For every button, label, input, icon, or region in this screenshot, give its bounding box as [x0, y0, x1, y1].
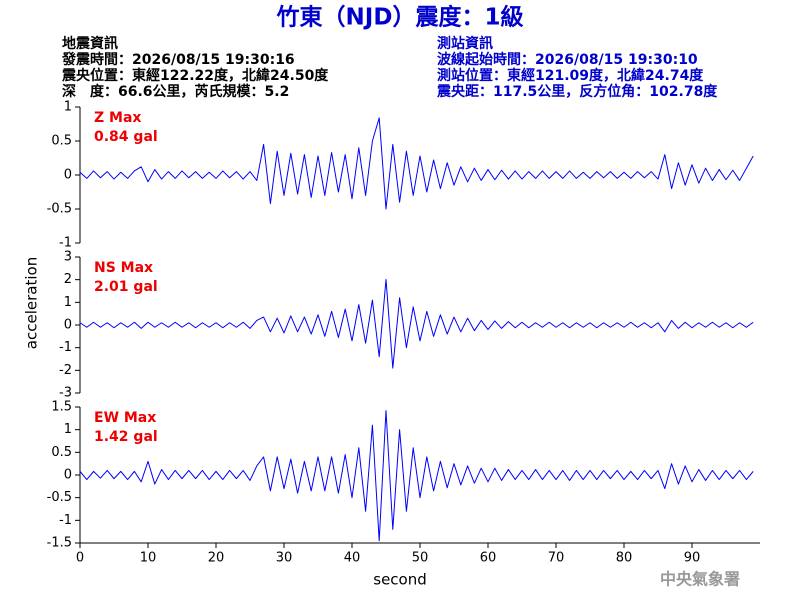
x-tick-label: 90 — [684, 551, 701, 566]
y-axis-label: acceleration — [23, 257, 41, 349]
quake-info: 深 度：66.6公里，芮氏規模：5.2 — [62, 83, 289, 100]
quake-info: 發震時間：2026/08/15 19:30:16 — [61, 51, 295, 68]
legend-label: NS Max — [94, 260, 153, 276]
station-info: 波線起始時間：2026/08/15 19:30:10 — [437, 51, 698, 68]
max-annotation: 0.84 gal — [94, 129, 158, 145]
title: 竹東（NJD）震度：1級 — [276, 4, 524, 31]
y-tick-label: -3 — [59, 386, 72, 401]
waveform — [79, 410, 754, 542]
y-tick-label: -1 — [59, 513, 72, 528]
x-tick-label: 70 — [548, 551, 565, 566]
legend-label: Z Max — [94, 110, 141, 126]
x-axis-label: second — [373, 571, 427, 589]
station-info: 震央距：117.5公里，反方位角：102.78度 — [436, 83, 718, 100]
station-info: 測站位置：東經121.09度，北緯24.74度 — [437, 67, 704, 84]
y-tick-label: -1 — [59, 236, 72, 251]
x-tick-label: 30 — [276, 551, 293, 566]
x-tick-label: 0 — [76, 551, 84, 566]
station-info: 測站資訊 — [437, 35, 493, 52]
y-tick-label: 1 — [64, 100, 72, 115]
y-tick-label: 1.5 — [51, 400, 72, 415]
y-tick-label: 0.5 — [51, 445, 72, 460]
y-tick-label: -1 — [59, 340, 72, 355]
x-tick-label: 40 — [344, 551, 361, 566]
y-tick-label: 2 — [64, 272, 72, 287]
x-tick-label: 80 — [616, 551, 633, 566]
quake-info: 震央位置：東經122.22度，北緯24.50度 — [61, 67, 329, 84]
y-tick-label: 0.5 — [51, 134, 72, 149]
y-tick-label: -1.5 — [47, 536, 72, 551]
max-annotation: 1.42 gal — [94, 429, 158, 445]
quake-info: 地震資訊 — [62, 35, 118, 52]
y-tick-label: -0.5 — [47, 202, 72, 217]
x-tick-label: 50 — [412, 551, 429, 566]
max-annotation: 2.01 gal — [94, 279, 158, 295]
y-tick-label: 0 — [64, 318, 72, 333]
x-tick-label: 60 — [480, 551, 497, 566]
waveform — [79, 117, 754, 210]
y-tick-label: -0.5 — [47, 490, 72, 505]
y-tick-label: 1 — [64, 422, 72, 437]
watermark: 中央氣象署 — [660, 570, 740, 589]
legend-label: EW Max — [94, 410, 156, 426]
y-tick-label: -2 — [59, 363, 72, 378]
x-tick-label: 20 — [208, 551, 225, 566]
y-tick-label: 3 — [64, 250, 72, 265]
y-tick-label: 0 — [64, 468, 72, 483]
waveform — [79, 278, 754, 369]
x-tick-label: 10 — [140, 551, 157, 566]
y-tick-label: 1 — [64, 295, 72, 310]
y-tick-label: 0 — [64, 168, 72, 183]
